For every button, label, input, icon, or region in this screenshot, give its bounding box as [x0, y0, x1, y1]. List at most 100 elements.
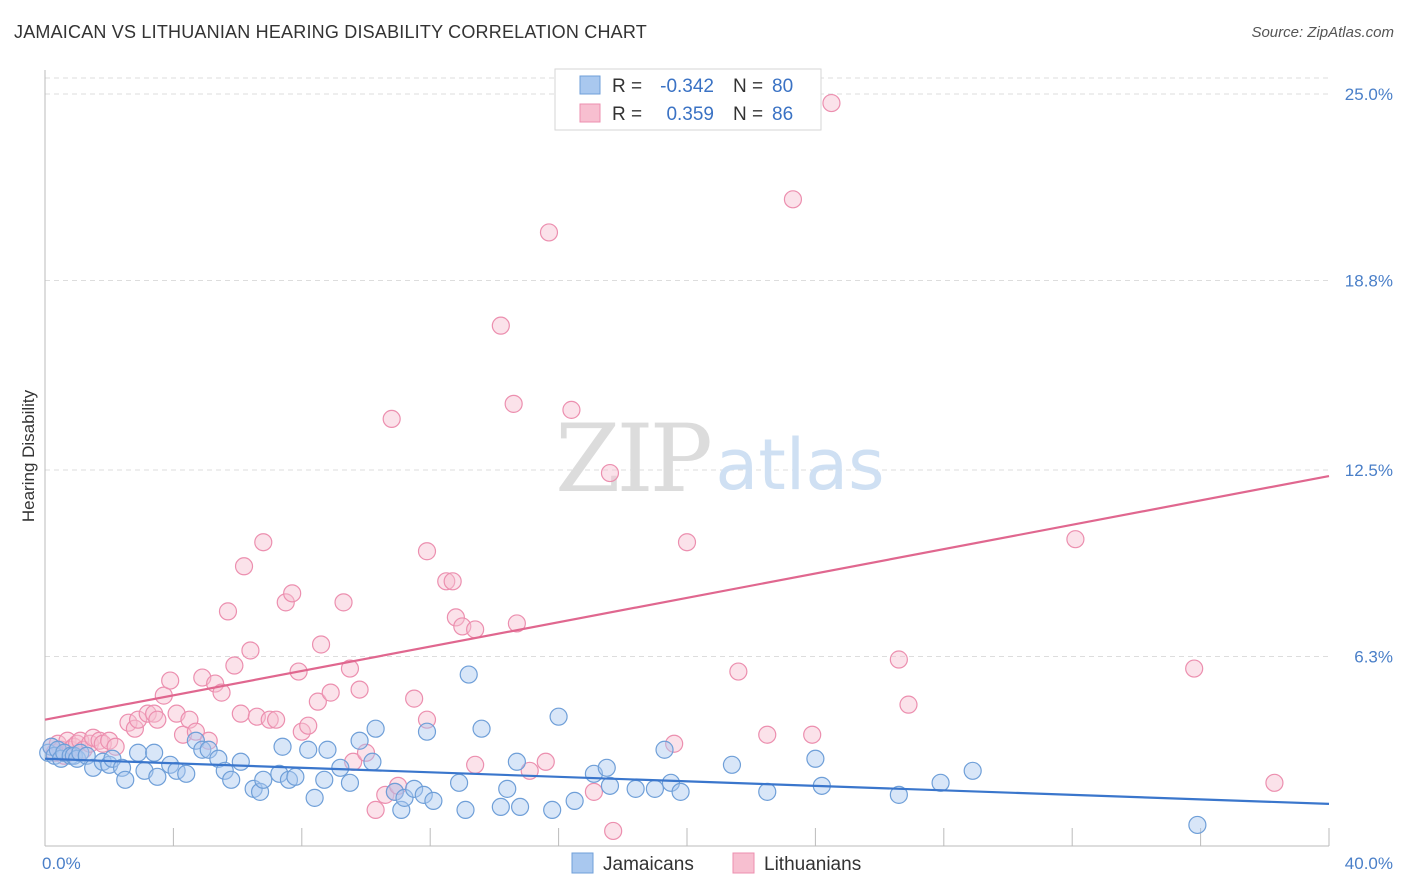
- point-lithuanians: [899, 695, 918, 714]
- point-jamaicans: [250, 782, 270, 801]
- point-jamaicans: [318, 740, 337, 759]
- point-jamaicans: [424, 791, 443, 810]
- point-lithuanians: [604, 821, 623, 841]
- point-lithuanians: [321, 683, 340, 702]
- point-lithuanians: [729, 662, 748, 681]
- point-lithuanians: [758, 725, 777, 744]
- point-jamaicans: [414, 785, 433, 804]
- x-tick-label: 0.0%: [42, 854, 81, 873]
- legend-n-label-lithuanians: N =: [733, 104, 763, 125]
- point-lithuanians: [437, 572, 456, 591]
- point-lithuanians: [148, 710, 167, 729]
- y-tick-labels: 6.3% 12.5% 18.8% 25.0%: [1345, 85, 1393, 666]
- legend-n-value-jamaicans: 80: [772, 76, 793, 97]
- point-lithuanians: [491, 316, 510, 335]
- point-lithuanians: [311, 635, 331, 654]
- point-jamaicans: [177, 764, 196, 783]
- bottom-legend-label-lithuanians: Lithuanians: [764, 854, 861, 875]
- point-jamaicans: [231, 752, 250, 771]
- point-lithuanians: [536, 752, 555, 771]
- point-lithuanians: [584, 782, 604, 801]
- point-jamaicans: [148, 767, 167, 786]
- legend-n-label-jamaicans: N =: [733, 76, 763, 97]
- point-jamaicans: [305, 788, 324, 807]
- legend-r-label-lithuanians: R =: [612, 104, 642, 125]
- point-lithuanians: [1265, 773, 1284, 792]
- point-jamaicans: [222, 770, 241, 789]
- series-lithuanians-points: [42, 93, 1284, 841]
- point-jamaicans: [510, 797, 530, 816]
- point-jamaicans: [507, 752, 526, 771]
- point-lithuanians: [234, 557, 254, 576]
- point-lithuanians: [466, 620, 485, 639]
- point-lithuanians: [308, 692, 327, 711]
- point-jamaicans: [498, 779, 517, 798]
- point-jamaicans: [286, 767, 305, 786]
- point-jamaicans: [543, 800, 562, 820]
- point-jamaicans: [112, 758, 132, 777]
- y-tick-label: 6.3%: [1354, 648, 1393, 667]
- point-jamaicans: [215, 761, 234, 780]
- bottom-legend-label-jamaicans: Jamaicans: [603, 854, 694, 875]
- point-lithuanians: [366, 800, 385, 820]
- point-lithuanians: [225, 656, 244, 675]
- point-lithuanians: [138, 704, 157, 723]
- legend-swatch-lithuanians: [579, 103, 601, 123]
- trendlines: [44, 474, 1330, 805]
- point-lithuanians: [267, 710, 286, 729]
- point-jamaicans: [1188, 815, 1207, 835]
- point-jamaicans: [806, 749, 825, 768]
- point-jamaicans: [472, 719, 491, 738]
- point-jamaicans: [549, 707, 568, 726]
- point-jamaicans: [889, 785, 908, 804]
- point-lithuanians: [382, 409, 401, 428]
- point-lithuanians: [417, 542, 437, 561]
- y-tick-label: 12.5%: [1345, 461, 1393, 480]
- point-jamaicans: [963, 761, 982, 780]
- point-jamaicans: [722, 755, 742, 774]
- point-jamaicans: [350, 731, 369, 750]
- trendline-jamaicans: [44, 757, 1330, 805]
- point-jamaicans: [456, 800, 475, 820]
- bottom-legend: Jamaicans Lithuanians: [571, 852, 861, 875]
- point-jamaicans: [193, 740, 212, 759]
- point-lithuanians: [340, 659, 360, 678]
- point-lithuanians: [889, 650, 908, 669]
- point-jamaicans: [273, 737, 292, 756]
- point-lithuanians: [254, 533, 273, 552]
- legend-n-value-lithuanians: 86: [772, 104, 793, 125]
- point-lithuanians: [128, 710, 148, 729]
- point-jamaicans: [565, 791, 584, 810]
- point-jamaicans: [671, 782, 690, 801]
- point-lithuanians: [334, 593, 353, 612]
- legend-r-label-jamaicans: R =: [612, 76, 642, 97]
- point-lithuanians: [212, 683, 231, 702]
- point-lithuanians: [600, 463, 620, 483]
- point-jamaicans: [128, 743, 148, 762]
- point-lithuanians: [443, 572, 462, 591]
- point-jamaicans: [116, 770, 135, 789]
- point-lithuanians: [218, 602, 238, 621]
- point-lithuanians: [446, 608, 465, 627]
- point-lithuanians: [299, 716, 318, 735]
- point-lithuanians: [405, 689, 424, 708]
- point-jamaicans: [385, 782, 404, 801]
- point-lithuanians: [665, 734, 684, 753]
- point-lithuanians: [539, 223, 559, 242]
- legend-swatch-jamaicans: [579, 75, 601, 95]
- source-label: Source: ZipAtlas.com: [1251, 24, 1394, 41]
- point-jamaicans: [315, 770, 334, 789]
- point-jamaicans: [405, 779, 424, 798]
- point-jamaicans: [363, 752, 382, 771]
- bottom-legend-swatch-lithuanians: [732, 852, 755, 874]
- trendline-lithuanians: [44, 474, 1330, 721]
- point-jamaicans: [299, 740, 318, 759]
- bottom-legend-swatch-jamaicans: [571, 852, 594, 874]
- axes: [44, 70, 1330, 847]
- point-jamaicans: [931, 773, 950, 792]
- point-lithuanians: [350, 680, 369, 699]
- x-tick-labels: 0.0% 40.0%: [42, 854, 1393, 873]
- point-jamaicans: [366, 719, 385, 738]
- point-lithuanians: [161, 671, 180, 690]
- point-lithuanians: [106, 737, 125, 756]
